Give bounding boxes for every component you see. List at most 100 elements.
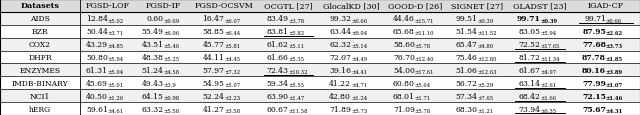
Text: 72.15: 72.15 (582, 92, 606, 100)
Text: ±5.64: ±5.64 (415, 82, 431, 87)
Text: 81.72: 81.72 (518, 54, 540, 61)
Text: 51.24: 51.24 (141, 66, 163, 74)
Text: 72.07: 72.07 (329, 54, 351, 61)
Text: ±7.65: ±7.65 (477, 95, 493, 100)
Text: 54.95: 54.95 (203, 79, 225, 87)
Text: ±0.66: ±0.66 (351, 18, 367, 23)
Text: 50.80: 50.80 (86, 54, 108, 61)
Text: ±17.61: ±17.61 (415, 69, 435, 74)
Text: 59.34: 59.34 (266, 79, 289, 87)
Text: ±5.07: ±5.07 (225, 82, 241, 87)
Text: 87.78: 87.78 (582, 54, 606, 61)
Text: ±11.10: ±11.10 (415, 31, 435, 36)
Text: ±9.04: ±9.04 (351, 31, 367, 36)
Text: 63.14: 63.14 (518, 79, 540, 87)
Text: ±5.11: ±5.11 (289, 44, 305, 49)
Text: 43.29: 43.29 (86, 41, 108, 49)
Text: ±4.49: ±4.49 (351, 57, 367, 62)
Text: 50.44: 50.44 (86, 28, 108, 36)
Text: BZR: BZR (31, 28, 49, 36)
Text: ±1.66: ±1.66 (540, 95, 556, 100)
Text: ±5.01: ±5.01 (108, 82, 124, 87)
Text: 77.99: 77.99 (582, 79, 606, 87)
Text: ±1.26: ±1.26 (108, 95, 124, 100)
Text: GLADST [23]: GLADST [23] (513, 2, 567, 10)
Text: 58.60: 58.60 (393, 41, 415, 49)
Text: 56.72: 56.72 (456, 79, 477, 87)
Text: ±4.41: ±4.41 (351, 69, 367, 74)
Text: 60.67: 60.67 (267, 105, 289, 113)
Text: ±4.80: ±4.80 (477, 44, 493, 49)
Text: IGAD-CF: IGAD-CF (588, 2, 624, 10)
Text: 61.62: 61.62 (267, 41, 289, 49)
Text: ±0.98: ±0.98 (163, 95, 179, 100)
Bar (0, 13, 640, 26)
Text: 54.00: 54.00 (393, 66, 415, 74)
Text: 0.60: 0.60 (147, 15, 163, 23)
Text: ±5.46: ±5.46 (163, 44, 179, 49)
Text: ±12.63: ±12.63 (477, 69, 497, 74)
Text: ±3.89: ±3.89 (606, 69, 623, 74)
Text: 75.67: 75.67 (582, 105, 606, 113)
Text: 76.70: 76.70 (393, 54, 415, 61)
Text: 16.47: 16.47 (203, 15, 225, 23)
Text: 48.38: 48.38 (141, 54, 163, 61)
Text: ±5.94: ±5.94 (540, 31, 556, 36)
Text: 72.52: 72.52 (518, 41, 540, 49)
Text: IMDB-BINARY: IMDB-BINARY (12, 79, 68, 87)
Text: 43.51: 43.51 (141, 41, 163, 49)
Text: ±12.40: ±12.40 (415, 57, 435, 62)
Text: 40.50: 40.50 (86, 92, 108, 100)
Text: ±6.44: ±6.44 (225, 31, 241, 36)
Text: ±0.69: ±0.69 (163, 18, 179, 23)
Text: 99.71: 99.71 (584, 15, 606, 23)
Text: 99.51: 99.51 (456, 15, 477, 23)
Text: 83.05: 83.05 (518, 28, 540, 36)
Text: ±5.04: ±5.04 (108, 69, 124, 74)
Text: ±2.23: ±2.23 (225, 95, 241, 100)
Text: ±0.39: ±0.39 (477, 18, 493, 23)
Text: FGSD-LOF: FGSD-LOF (86, 2, 130, 10)
Text: 68.42: 68.42 (518, 92, 540, 100)
Text: 39.16: 39.16 (329, 66, 351, 74)
Text: ±15.71: ±15.71 (415, 18, 435, 23)
Text: ±5.29: ±5.29 (477, 82, 493, 87)
Text: ±5.78: ±5.78 (415, 108, 431, 113)
Text: 87.95: 87.95 (582, 28, 606, 36)
Text: 59.61: 59.61 (86, 105, 108, 113)
Bar (0, 64, 640, 77)
Text: 72.43: 72.43 (266, 66, 289, 74)
Text: ±2.61: ±2.61 (540, 82, 556, 87)
Text: ±4.85: ±4.85 (108, 44, 124, 49)
Text: ±5.81: ±5.81 (225, 44, 241, 49)
Text: FGSD-OCSVM: FGSD-OCSVM (195, 2, 254, 10)
Text: ±3.58: ±3.58 (225, 108, 241, 113)
Text: GOOD-D [26]: GOOD-D [26] (388, 2, 442, 10)
Text: 51.54: 51.54 (456, 28, 477, 36)
Text: ±2.62: ±2.62 (606, 31, 623, 36)
Text: 65.47: 65.47 (456, 41, 477, 49)
Text: 52.24: 52.24 (203, 92, 225, 100)
Text: ±12.80: ±12.80 (477, 57, 497, 62)
Text: ±3.9: ±3.9 (163, 82, 176, 87)
Text: 55.49: 55.49 (141, 28, 163, 36)
Text: ±11.58: ±11.58 (289, 108, 308, 113)
Text: 99.71: 99.71 (516, 15, 540, 23)
Bar (0, 77, 640, 89)
Text: 71.09: 71.09 (393, 105, 415, 113)
Text: 57.97: 57.97 (203, 66, 225, 74)
Text: 63.90: 63.90 (266, 92, 289, 100)
Text: DHFR: DHFR (28, 54, 52, 61)
Text: 41.27: 41.27 (203, 105, 225, 113)
Text: 45.77: 45.77 (203, 41, 225, 49)
Bar (0, 0, 640, 13)
Text: ±3.71: ±3.71 (108, 31, 124, 36)
Text: 57.34: 57.34 (456, 92, 477, 100)
Text: 62.32: 62.32 (329, 41, 351, 49)
Text: ±5.14: ±5.14 (351, 44, 367, 49)
Text: ±1.46: ±1.46 (606, 95, 623, 100)
Text: 60.80: 60.80 (393, 79, 415, 87)
Text: SIGNET [27]: SIGNET [27] (451, 2, 504, 10)
Text: 63.44: 63.44 (329, 28, 351, 36)
Text: 73.94: 73.94 (518, 105, 540, 113)
